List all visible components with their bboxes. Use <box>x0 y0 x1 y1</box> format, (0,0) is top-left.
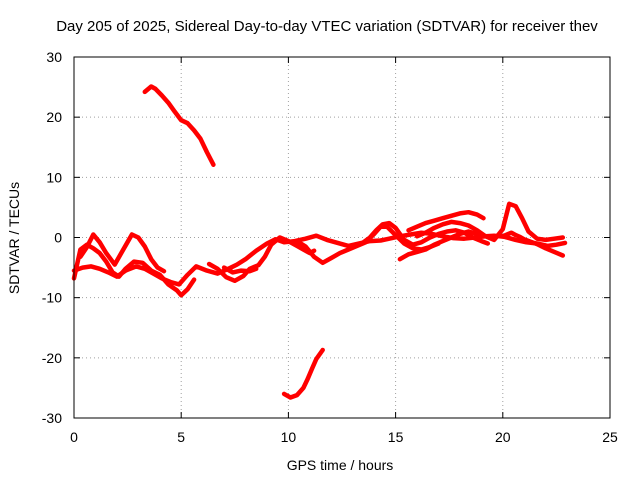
series-line-sat-g <box>221 265 259 275</box>
x-tick-label: 20 <box>495 429 511 445</box>
x-tick-label: 10 <box>281 429 297 445</box>
x-tick-label: 5 <box>177 429 185 445</box>
grid-lines <box>74 57 610 418</box>
y-tick-label: -20 <box>42 350 62 366</box>
series-line-sat-i <box>361 220 491 247</box>
x-tick-label: 15 <box>388 429 404 445</box>
y-tick-label: 0 <box>54 230 62 246</box>
series-line-sat-l <box>406 209 486 233</box>
series-line-sat-f <box>206 235 317 284</box>
y-tick-label: 20 <box>46 109 62 125</box>
series-line-sat-e <box>78 232 167 274</box>
y-tick-label: -10 <box>42 290 62 306</box>
y-tick-label: -30 <box>42 410 62 426</box>
series-line-sat-b <box>281 347 325 400</box>
x-axis-label: GPS time / hours <box>287 457 394 473</box>
y-tick-label: 10 <box>46 169 62 185</box>
series-line-sat-a <box>142 84 216 167</box>
y-axis-label: SDTVAR / TECUs <box>6 182 22 294</box>
series-line-sat-d <box>71 242 197 298</box>
x-tick-label: 25 <box>602 429 618 445</box>
y-tick-label: 30 <box>46 49 62 65</box>
data-series <box>71 84 568 400</box>
x-tick-label: 0 <box>70 429 78 445</box>
axis-ticks: 0 5 10 15 20 25 -30 -20 -10 0 10 20 30 <box>42 49 618 445</box>
chart-title: Day 205 of 2025, Sidereal Day-to-day VTE… <box>56 18 598 35</box>
series-line-sat-k <box>414 201 566 243</box>
